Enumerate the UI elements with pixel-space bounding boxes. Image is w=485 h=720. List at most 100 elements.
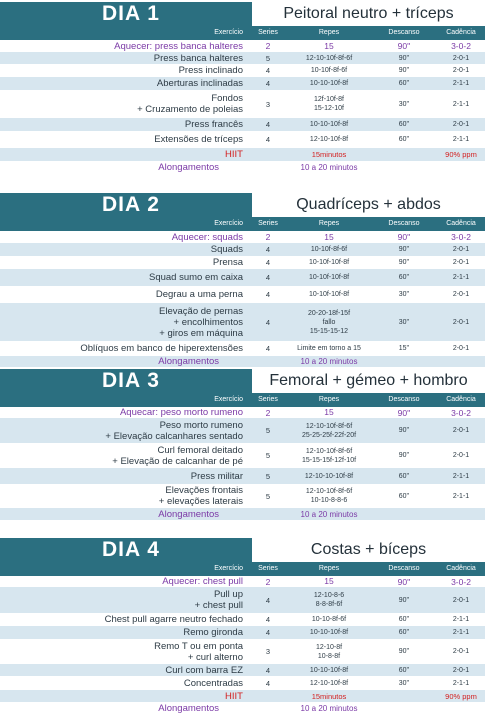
series-value: 4	[265, 273, 271, 282]
reps-line: 10 a 20 minutos	[300, 704, 358, 713]
series-value: 4	[265, 628, 271, 637]
reps-line: 8-8-8f-6f	[315, 601, 343, 608]
cadence-value: 2-1-1	[452, 472, 470, 480]
exercise-name-line: Remo gironda	[183, 627, 243, 638]
reps-value: 20-20-18f-15f fallo 15-15-15-12	[287, 309, 371, 336]
reps-value: 10 a 20 minutos	[287, 357, 371, 366]
column-header-cadence: Cadência	[446, 396, 476, 403]
reps-value: 12-10-8f 10-8-8f	[287, 643, 371, 661]
day-title: DIA 2	[0, 193, 252, 217]
series-value: 4	[265, 66, 271, 75]
exercise-name: Squads	[0, 244, 249, 255]
column-header-exercise: Exercício	[214, 29, 243, 36]
exercise-name: Elevações frontais + elevações laterais	[0, 485, 249, 507]
column-header-reps: Repes	[318, 29, 340, 36]
series-value: 5	[265, 451, 271, 460]
cadence-value: 90% ppm	[445, 691, 477, 701]
cadence-value: 2-0-1	[452, 427, 470, 434]
exercise-name-line: Squads	[210, 244, 243, 255]
reps-line: 12-10-10f-8f-6f	[305, 447, 353, 455]
exercise-row: Chest pull agarre neutro fechado 4 10-10-8…	[0, 613, 485, 626]
column-header-rest: Descanso	[388, 396, 420, 403]
column-header-exercise: Exercício	[214, 396, 243, 403]
cadence-value: 2-1-1	[452, 274, 470, 281]
reps-line: 12-10-10f-8f-6f	[305, 488, 353, 495]
exercise-row: Remo T ou em ponta + curl alterno 3 12-10-8…	[0, 639, 485, 664]
exercise-row: Aquecer: press banca halteres 2 15 90'' 3-0-…	[0, 40, 485, 52]
column-header-cadence: Cadência	[446, 220, 476, 227]
reps-value: 15	[287, 41, 371, 51]
reps-value: 15minutos	[287, 150, 371, 159]
series-value: 3	[265, 99, 271, 109]
reps-value: 10 a 20 minutos	[287, 163, 371, 172]
exercise-row: Alongamentos 10 a 20 minutos	[0, 508, 485, 520]
series-value: 2	[265, 41, 271, 51]
cadence-value: 2-0-1	[452, 67, 470, 74]
series-value: 4	[265, 135, 271, 144]
rest-value: 60''	[398, 80, 410, 87]
column-header-reps: Repes	[318, 565, 340, 572]
exercise-name: Elevação de pernas + encolhimentos + giros…	[0, 306, 249, 339]
column-header-row: Exercício Series Repes Descanso Cadência	[0, 26, 485, 40]
exercise-name-line: Oblíquos em banco de hiperextensões	[80, 343, 243, 354]
exercise-name-line: Aquecer: chest pull	[162, 576, 243, 587]
rest-value: 60''	[398, 629, 410, 636]
cadence-value: 2-1-1	[452, 616, 470, 623]
series-value: 5	[265, 491, 271, 501]
reps-value: Limite em torno a 15	[287, 344, 371, 353]
reps-value: 12f-10f-8f 15-12-10f	[287, 95, 371, 113]
reps-line: 25-25-25f-22f-20f	[301, 431, 357, 439]
exercise-name: Fondos + Cruzamento de poleias	[0, 93, 249, 115]
exercise-name-line: + curl alterno	[187, 651, 243, 663]
rest-value: 90''	[398, 596, 410, 604]
exercise-row: Pull up + chest pull 4 12-10-8-6 8-8-8f-6f 90…	[0, 587, 485, 613]
column-header-exercise: Exercício	[214, 220, 243, 227]
reps-value: 10-10f-10f-8f	[287, 258, 371, 267]
reps-line: 12-10-10-10f-8f	[304, 472, 354, 480]
exercise-name-line: + Elevação de calcanhar de pé	[112, 455, 243, 467]
exercise-row: Peso morto rumeno + Elevação calcanhares …	[0, 418, 485, 443]
series-value: 4	[265, 317, 271, 327]
column-header-rest: Descanso	[388, 29, 420, 36]
exercise-row: Extensões de tríceps 4 12-10-10f-8f 60'' 2-1…	[0, 131, 485, 148]
exercise-name-line: HIIT	[225, 149, 243, 160]
reps-line: 15	[324, 231, 334, 242]
exercise-name: Chest pull agarre neutro fechado	[0, 614, 249, 625]
cadence-value: 2-0-1	[452, 648, 470, 655]
reps-value: 10-10f-10f-8f	[287, 273, 371, 282]
exercise-name-line: Prensa	[212, 257, 243, 268]
exercise-row: Aquecer: chest pull 2 15 90'' 3-0-2	[0, 576, 485, 587]
exercise-name-line: Elevações frontais	[165, 485, 243, 496]
exercise-name-line: Alongamentos	[158, 508, 219, 520]
day-section: DIA 1 Peitoral neutro + tríceps Exercício S…	[0, 2, 485, 174]
exercise-name-line: Aberturas inclinadas	[156, 78, 243, 89]
exercise-name-line: Aquecer: squads	[171, 231, 243, 243]
exercise-name: Press banca halteres	[0, 53, 249, 64]
cadence-value: 2-1-1	[452, 629, 470, 636]
reps-value: 10-10-10f-8f	[287, 628, 371, 637]
series-value: 4	[265, 665, 271, 675]
exercise-name: Alongamentos	[0, 703, 249, 714]
exercise-name: Aquecer: press banca halteres	[0, 41, 249, 52]
exercise-name: Curl femoral deitado + Elevação de calcan…	[0, 445, 249, 467]
exercise-name-line: + chest pull	[194, 600, 243, 611]
exercise-name: HIIT	[0, 691, 249, 702]
exercise-name: Concentradas	[0, 678, 249, 689]
series-value: 4	[265, 678, 271, 688]
rest-value: 30''	[398, 291, 410, 298]
exercise-name: Oblíquos em banco de hiperextensões	[0, 343, 249, 354]
cadence-value: 3-0-2	[451, 232, 471, 242]
day-header: DIA 2 Quadríceps + abdos	[0, 193, 485, 217]
column-header-series: Series	[258, 565, 278, 572]
series-value: 4	[265, 344, 271, 353]
reps-line: 10-10f-8f-6f	[310, 67, 348, 74]
exercise-name: Prensa	[0, 257, 249, 268]
rest-value: 60''	[398, 121, 410, 128]
rest-value: 15''	[398, 345, 410, 352]
series-value: 5	[265, 53, 271, 63]
exercise-name: Press francês	[0, 119, 249, 130]
series-value: 2	[265, 232, 271, 242]
exercise-row: Press inclinado 4 10-10f-8f-6f 90'' 2-0-1	[0, 64, 485, 77]
day-focus: Costas + bíceps	[310, 541, 427, 558]
cadence-value: 2-0-1	[452, 452, 470, 459]
